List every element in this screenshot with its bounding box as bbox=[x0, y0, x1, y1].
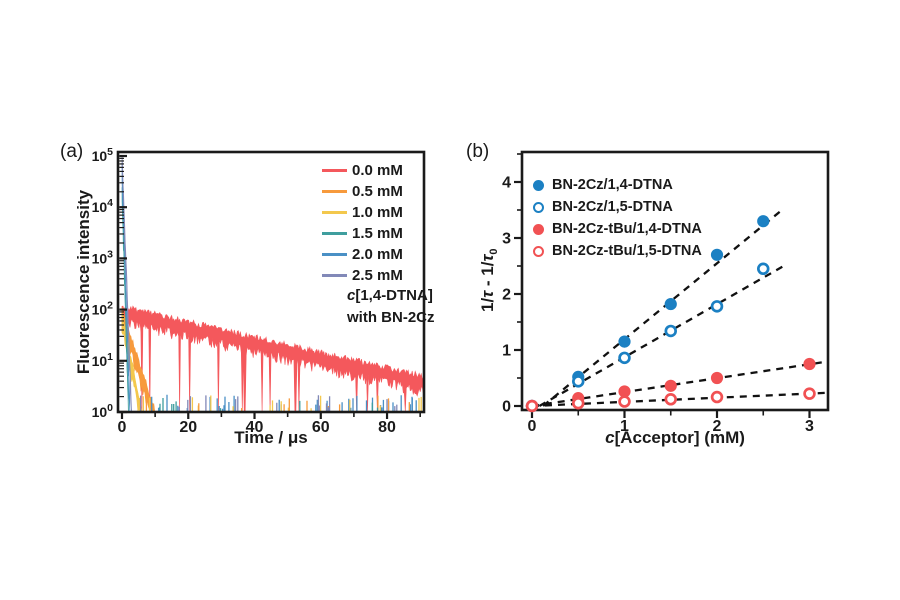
open-circle-icon bbox=[533, 245, 544, 257]
annotation-bracket: [1,4-DTNA] bbox=[355, 287, 433, 304]
legend-item: 2.0 mM bbox=[322, 244, 403, 265]
data-point-filled bbox=[664, 297, 677, 311]
y-tick-label: 2 bbox=[502, 287, 511, 304]
panel-b-legend: BN-2Cz/1,4-DTNA BN-2Cz/1,5-DTNA BN-2Cz-tBu… bbox=[533, 174, 702, 262]
x-tick-label: 3 bbox=[805, 418, 814, 435]
legend-item: 1.0 mM bbox=[322, 202, 403, 223]
x-tick-label: 0 bbox=[528, 418, 537, 435]
data-point-open bbox=[710, 300, 724, 313]
y-tick-label: 4 bbox=[502, 175, 511, 192]
legend-line-swatch bbox=[322, 211, 347, 214]
data-point-open bbox=[803, 387, 816, 400]
legend-line-swatch bbox=[322, 274, 347, 277]
noise-spikes bbox=[139, 395, 398, 412]
data-point-open bbox=[756, 262, 770, 276]
data-point-open bbox=[618, 351, 631, 365]
legend-line-swatch bbox=[322, 190, 347, 193]
legend-line-swatch bbox=[322, 232, 347, 235]
x-tick-label: 0 bbox=[118, 419, 127, 436]
data-point-filled bbox=[618, 335, 631, 348]
ylabel-subscript: 0 bbox=[488, 248, 501, 255]
panel-b-frame bbox=[520, 150, 830, 412]
legend-item: 0.5 mM bbox=[322, 181, 403, 202]
data-point-filled bbox=[803, 357, 816, 371]
x-tick-label: 40 bbox=[246, 419, 264, 436]
legend-label: BN-2Cz-tBu/1,4-DTNA bbox=[552, 221, 702, 237]
panel-b-x-axis-title: c[Acceptor] (mM) bbox=[522, 428, 828, 448]
legend-label: 2.0 mM bbox=[352, 246, 403, 263]
legend-label: BN-2Cz/1,5-DTNA bbox=[552, 199, 673, 215]
legend-label: 0.5 mM bbox=[352, 183, 403, 200]
data-point-filled bbox=[664, 379, 677, 392]
data-point-open bbox=[571, 375, 585, 388]
ylabel-tau: τ bbox=[477, 290, 497, 298]
data-point-filled bbox=[757, 215, 770, 228]
noise-spikes bbox=[159, 398, 379, 412]
filled-circle-icon bbox=[533, 179, 544, 191]
legend-item: BN-2Cz/1,5-DTNA bbox=[533, 196, 702, 218]
legend-item: BN-2Cz-tBu/1,5-DTNA bbox=[533, 240, 702, 262]
legend-line-swatch bbox=[322, 253, 347, 256]
filled-circle-icon bbox=[533, 223, 544, 235]
open-circle-icon bbox=[533, 201, 544, 213]
data-point-open bbox=[664, 324, 677, 338]
x-tick-label: 20 bbox=[179, 419, 197, 436]
data-point-open bbox=[710, 390, 724, 404]
legend-label: 0.0 mM bbox=[352, 162, 403, 179]
panel-a-legend: 0.0 mM 0.5 mM 1.0 mM 1.5 mM 2.0 mM 2.5 mM bbox=[322, 160, 403, 286]
legend-label: 1.5 mM bbox=[352, 225, 403, 242]
legend-line-swatch bbox=[322, 169, 347, 172]
panel-b-y-axis-title: 1/τ - 1/τ0 bbox=[478, 130, 500, 430]
xlabel-rest: [Acceptor] (mM) bbox=[614, 428, 745, 447]
legend-item: 0.0 mM bbox=[322, 160, 403, 181]
data-point-open bbox=[571, 396, 585, 410]
panel-a-frame bbox=[116, 150, 426, 414]
legend-item: 1.5 mM bbox=[322, 223, 403, 244]
panel-a-annotation: c[1,4-DTNA] with BN-2Cz bbox=[347, 285, 435, 329]
legend-item: 2.5 mM bbox=[322, 265, 403, 286]
data-point-filled bbox=[710, 371, 724, 385]
x-tick-label: 1 bbox=[620, 418, 629, 435]
ylabel-part: 1/ bbox=[477, 297, 497, 312]
legend-item: BN-2Cz/1,4-DTNA bbox=[533, 174, 702, 196]
fit-line bbox=[538, 265, 785, 407]
legend-label: BN-2Cz/1,4-DTNA bbox=[552, 177, 673, 193]
y-tick-label: 1 bbox=[502, 343, 511, 360]
ylabel-tau: τ bbox=[477, 254, 497, 262]
fit-line bbox=[531, 360, 827, 408]
data-point-open bbox=[664, 393, 677, 406]
x-tick-label: 2 bbox=[713, 418, 722, 435]
annotation-line2: with BN-2Cz bbox=[347, 309, 435, 326]
ylabel-part: - 1/ bbox=[477, 261, 497, 291]
legend-item: BN-2Cz-tBu/1,4-DTNA bbox=[533, 218, 702, 240]
annotation-italic-c: c bbox=[347, 287, 356, 304]
y-tick-label: 0 bbox=[502, 399, 511, 416]
legend-label: 2.5 mM bbox=[352, 267, 403, 284]
noise-spikes bbox=[142, 395, 422, 412]
panel-a-x-axis-title: Time / μs bbox=[234, 428, 308, 447]
fit-line bbox=[531, 391, 827, 408]
y-tick-label: 3 bbox=[502, 231, 511, 248]
panel-a-label: (a) bbox=[60, 141, 84, 162]
annotation-line1: c[1,4-DTNA] bbox=[347, 285, 435, 307]
xlabel-italic-c: c bbox=[605, 428, 615, 447]
x-tick-label: 80 bbox=[378, 419, 396, 436]
data-point-open bbox=[618, 395, 631, 408]
legend-label: BN-2Cz-tBu/1,5-DTNA bbox=[552, 243, 702, 259]
legend-label: 1.0 mM bbox=[352, 204, 403, 221]
data-point-filled bbox=[710, 248, 724, 261]
x-tick-label: 60 bbox=[312, 419, 330, 436]
data-point-open bbox=[525, 399, 539, 413]
panel-b-label: (b) bbox=[466, 141, 490, 162]
